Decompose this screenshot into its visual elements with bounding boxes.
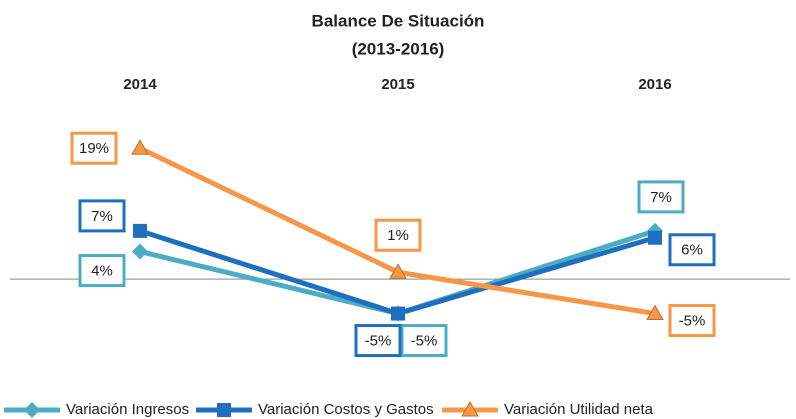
marker — [132, 243, 148, 260]
marker — [646, 304, 664, 321]
data-label: -5% — [365, 333, 392, 350]
label-box — [78, 254, 126, 288]
label-box — [70, 131, 118, 165]
x-tick-label: 2016 — [638, 76, 671, 93]
label-box — [668, 233, 716, 267]
data-label: 7% — [91, 208, 113, 225]
label-box — [374, 218, 422, 252]
legend-label: Variación Costos y Gastos — [258, 401, 434, 418]
data-label: 1% — [387, 227, 409, 244]
data-label: -5% — [679, 313, 706, 330]
label-box — [354, 324, 402, 358]
data-label: 7% — [650, 189, 672, 206]
marker — [133, 223, 147, 238]
data-label: -5% — [411, 333, 438, 350]
marker — [389, 263, 407, 279]
data-label: 6% — [681, 242, 703, 259]
x-tick-label: 2014 — [123, 76, 157, 93]
label-box — [637, 180, 685, 214]
data-label: 4% — [91, 263, 113, 280]
label-box — [668, 304, 716, 338]
label-box — [78, 199, 126, 233]
marker — [217, 403, 231, 417]
marker — [648, 230, 662, 245]
x-tick-label: 2015 — [381, 76, 414, 93]
data-label: 19% — [79, 140, 109, 157]
chart-subtitle: (2013-2016) — [352, 39, 445, 58]
legend-label: Variación Ingresos — [66, 401, 189, 418]
marker — [461, 400, 479, 417]
marker — [391, 306, 405, 321]
marker — [131, 139, 149, 155]
marker — [24, 402, 40, 418]
chart-title: Balance De Situación — [312, 11, 485, 30]
legend-label: Variación Utilidad neta — [504, 401, 654, 418]
label-box — [400, 324, 448, 358]
